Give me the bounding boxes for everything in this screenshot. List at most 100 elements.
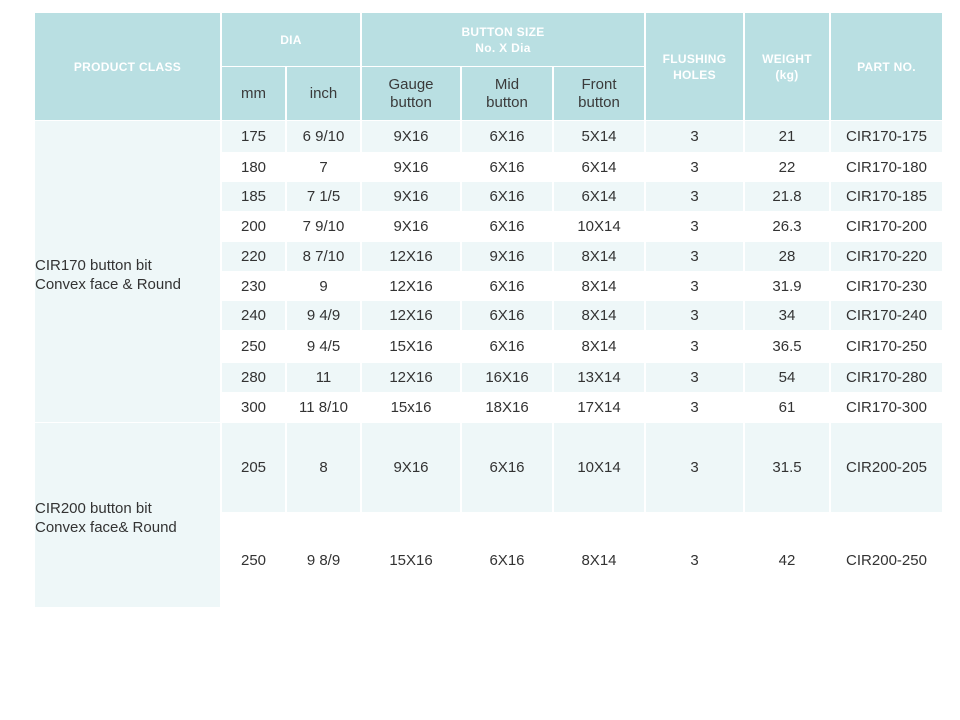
subheader-front-line2: button [578,93,620,111]
cell-holes: 3 [646,301,743,330]
cell-gauge: 12X16 [362,272,460,300]
cell-mid: 6X16 [462,331,552,362]
header-product-class: PRODUCT CLASS [35,13,220,120]
subheader-mm: mm [222,67,285,120]
cell-mid: 6X16 [462,182,552,211]
cell-inch: 9 8/9 [287,513,360,607]
cell-mm: 220 [222,242,285,271]
cell-holes: 3 [646,513,743,607]
cell-part-no: CIR170-230 [831,272,942,300]
header-dia: DIA [222,13,360,66]
cell-weight: 21.8 [745,182,829,211]
cell-front: 8X14 [554,272,644,300]
cell-mid: 18X16 [462,393,552,422]
product-class-cir200-line1: CIR200 button bit [35,500,152,517]
header-button-size-title: BUTTON SIZE [461,24,545,39]
cell-mm: 300 [222,393,285,422]
cell-mid: 6X16 [462,272,552,300]
header-flushing-holes: FLUSHING HOLES [646,13,743,120]
subheader-inch: inch [287,67,360,120]
header-flushing-line2: HOLES [673,67,716,82]
cell-holes: 3 [646,331,743,362]
cell-holes: 3 [646,121,743,152]
cell-inch: 8 7/10 [287,242,360,271]
header-weight: WEIGHT (kg) [745,13,829,120]
spec-table: PRODUCT CLASS DIA BUTTON SIZE No. X Dia … [35,13,942,607]
cell-gauge: 9X16 [362,153,460,181]
cell-gauge: 15X16 [362,513,460,607]
cell-inch: 7 9/10 [287,212,360,241]
cell-mid: 6X16 [462,513,552,607]
cell-weight: 36.5 [745,331,829,362]
cell-mm: 175 [222,121,285,152]
cell-inch: 11 [287,363,360,392]
subheader-gauge-button: Gauge button [362,67,460,120]
cell-holes: 3 [646,423,743,512]
cell-gauge: 15x16 [362,393,460,422]
cell-front: 8X14 [554,513,644,607]
cell-gauge: 12X16 [362,363,460,392]
cell-inch: 7 [287,153,360,181]
cell-weight: 42 [745,513,829,607]
cell-weight: 22 [745,153,829,181]
header-weight-line1: WEIGHT [762,51,812,66]
cell-inch: 9 4/9 [287,301,360,330]
cell-front: 8X14 [554,242,644,271]
subheader-mid-line1: Mid [494,75,520,93]
cell-mm: 200 [222,212,285,241]
cell-mm: 250 [222,331,285,362]
cell-front: 10X14 [554,423,644,512]
header-button-size-subtitle: No. X Dia [475,40,531,55]
cell-mid: 6X16 [462,301,552,330]
cell-inch: 9 [287,272,360,300]
cell-weight: 61 [745,393,829,422]
cell-weight: 54 [745,363,829,392]
product-class-cir170-line1: CIR170 button bit [35,256,152,274]
cell-weight: 31.9 [745,272,829,300]
cell-mm: 280 [222,363,285,392]
cell-mid: 6X16 [462,121,552,152]
cell-inch: 6 9/10 [287,121,360,152]
cell-holes: 3 [646,393,743,422]
product-class-cir170-line2: Convex face & Round [35,275,181,293]
cell-weight: 28 [745,242,829,271]
subheader-gauge-line2: button [390,93,432,111]
cell-inch: 11 8/10 [287,393,360,422]
cell-part-no: CIR170-180 [831,153,942,181]
cell-part-no: CIR170-300 [831,393,942,422]
cell-front: 6X14 [554,182,644,211]
cell-mid: 9X16 [462,242,552,271]
cell-part-no: CIR170-220 [831,242,942,271]
cell-holes: 3 [646,212,743,241]
subheader-front-line1: Front [581,75,617,93]
cell-front: 10X14 [554,212,644,241]
cell-weight: 34 [745,301,829,330]
cell-holes: 3 [646,153,743,181]
cell-gauge: 12X16 [362,242,460,271]
cell-mm: 240 [222,301,285,330]
cell-inch: 8 [287,423,360,512]
cell-holes: 3 [646,242,743,271]
cell-holes: 3 [646,272,743,300]
cell-gauge: 9X16 [362,423,460,512]
cell-mm: 230 [222,272,285,300]
cell-weight: 31.5 [745,423,829,512]
header-flushing-line1: FLUSHING [662,51,727,66]
cell-gauge: 9X16 [362,182,460,211]
cell-front: 8X14 [554,301,644,330]
cell-mid: 6X16 [462,153,552,181]
subheader-front-button: Front button [554,67,644,120]
cell-front: 6X14 [554,153,644,181]
cell-front: 13X14 [554,363,644,392]
product-class-cir200: CIR200 button bit Convex face& Round [35,423,220,607]
cell-inch: 7 1/5 [287,182,360,211]
cell-mid: 6X16 [462,212,552,241]
cell-mid: 16X16 [462,363,552,392]
cell-mid: 6X16 [462,423,552,512]
cell-mm: 205 [222,423,285,512]
cell-part-no: CIR170-250 [831,331,942,362]
cell-part-no: CIR170-185 [831,182,942,211]
cell-front: 17X14 [554,393,644,422]
header-button-size: BUTTON SIZE No. X Dia [362,13,644,66]
cell-part-no: CIR170-200 [831,212,942,241]
